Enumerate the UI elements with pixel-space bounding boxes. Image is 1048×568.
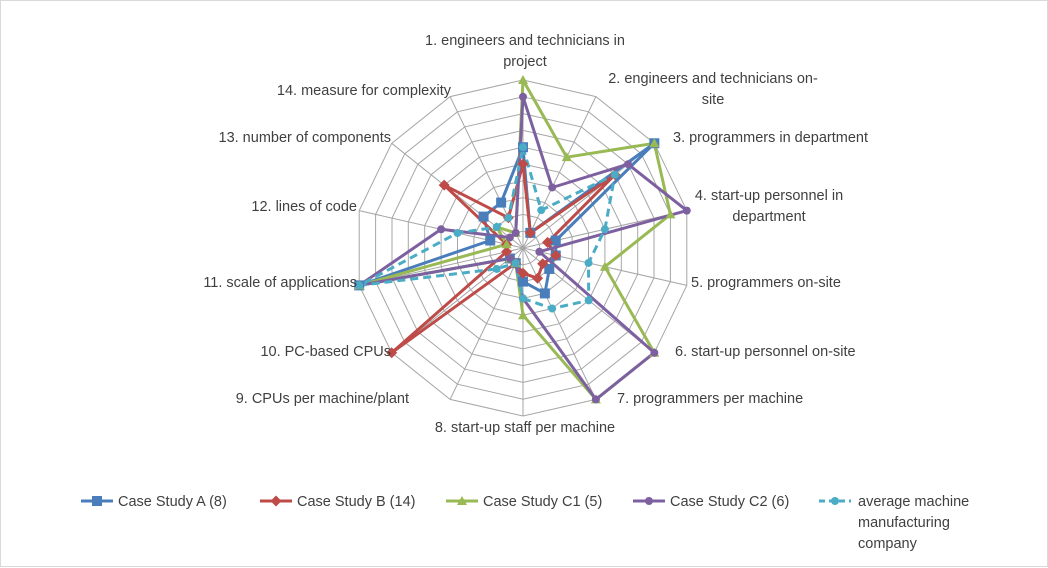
axis-label-4: 4. start-up personnel in department bbox=[695, 188, 843, 225]
grid-spoke bbox=[522, 96, 597, 249]
data-point bbox=[600, 225, 609, 234]
axis-label-9: 9. CPUs per machine/plant bbox=[236, 391, 409, 407]
axis-label-5: 5. programmers on-site bbox=[691, 275, 841, 291]
data-point bbox=[584, 296, 593, 305]
axis-label-14: 14. measure for complexity bbox=[277, 83, 452, 99]
data-point bbox=[492, 264, 501, 273]
legend-label: Case Study C2 (6) bbox=[670, 494, 789, 510]
data-point bbox=[532, 272, 544, 284]
data-point bbox=[599, 261, 610, 271]
legend-label: Case Study C1 (5) bbox=[483, 494, 602, 510]
data-point bbox=[386, 347, 398, 359]
data-point bbox=[511, 228, 520, 237]
data-point bbox=[665, 209, 676, 219]
data-point bbox=[519, 294, 527, 303]
data-point bbox=[355, 281, 364, 290]
data-point bbox=[492, 223, 501, 232]
data-point bbox=[517, 158, 529, 170]
data-point bbox=[584, 258, 593, 267]
axis-label-7: 7. programmers per machine bbox=[617, 391, 803, 407]
data-point bbox=[518, 310, 528, 320]
data-point bbox=[478, 211, 489, 222]
data-point bbox=[437, 225, 446, 234]
data-point bbox=[496, 197, 507, 208]
data-point bbox=[550, 235, 561, 246]
series-markers-3 bbox=[354, 75, 676, 404]
data-point bbox=[453, 229, 462, 238]
data-point bbox=[548, 304, 557, 313]
data-point bbox=[517, 267, 529, 279]
axis-label-2: 2. engineers and technicians on-site bbox=[608, 71, 818, 108]
legend-item-3[interactable]: Case Study C1 (5) bbox=[446, 494, 602, 510]
grid-spoke bbox=[522, 247, 597, 400]
data-point bbox=[518, 75, 528, 84]
data-point bbox=[548, 183, 557, 192]
legend-label: average machine manufacturing company bbox=[858, 494, 969, 552]
axis-label-8: 8. start-up staff per machine bbox=[435, 420, 615, 436]
grid-spoke bbox=[449, 96, 524, 249]
data-point bbox=[624, 160, 633, 169]
data-point bbox=[485, 235, 496, 246]
axis-label-3: 3. programmers in department bbox=[673, 130, 868, 146]
data-point bbox=[539, 288, 550, 299]
axis-label-1: 1. engineers and technicians in project bbox=[425, 33, 625, 70]
data-point bbox=[682, 206, 691, 215]
data-point bbox=[591, 395, 600, 404]
series-line-5 bbox=[357, 145, 617, 310]
data-point bbox=[561, 152, 572, 162]
legend: Case Study A (8) Case Study B (14) Case St… bbox=[81, 494, 969, 552]
data-point bbox=[504, 213, 513, 222]
legend-marker bbox=[92, 496, 102, 506]
axis-labels: 1. engineers and technicians in project2.… bbox=[203, 33, 868, 436]
data-point bbox=[550, 249, 562, 261]
data-point bbox=[535, 247, 544, 256]
data-point bbox=[537, 206, 546, 215]
legend-marker bbox=[831, 497, 839, 505]
data-point bbox=[438, 179, 450, 191]
data-point bbox=[519, 143, 527, 152]
series-line-3 bbox=[357, 78, 672, 401]
data-point bbox=[505, 233, 514, 242]
axis-label-11: 11. scale of applications bbox=[203, 275, 357, 291]
axis-label-13: 13. number of components bbox=[219, 130, 392, 146]
legend-item-5[interactable]: average machine manufacturing company bbox=[819, 494, 969, 552]
data-point bbox=[501, 239, 512, 249]
data-point bbox=[511, 259, 520, 268]
series-markers-5 bbox=[355, 143, 619, 313]
data-point bbox=[610, 170, 619, 179]
legend-marker bbox=[645, 497, 653, 505]
data-point bbox=[649, 138, 660, 148]
data-point bbox=[537, 258, 549, 270]
axis-label-6: 6. start-up personnel on-site bbox=[675, 344, 856, 360]
data-point bbox=[505, 254, 514, 263]
series-markers bbox=[354, 75, 691, 404]
grid-spoke bbox=[449, 247, 524, 400]
legend-label: Case Study A (8) bbox=[118, 494, 227, 510]
axis-label-12: 12. lines of code bbox=[251, 199, 357, 215]
data-point bbox=[524, 227, 536, 239]
data-point bbox=[650, 348, 659, 357]
axis-label-10: 10. PC-based CPUs bbox=[260, 344, 391, 360]
legend-item-2[interactable]: Case Study B (14) bbox=[260, 494, 415, 510]
legend-label: Case Study B (14) bbox=[297, 494, 415, 510]
data-point bbox=[519, 92, 527, 101]
legend-marker bbox=[270, 495, 282, 507]
legend-item-1[interactable]: Case Study A (8) bbox=[81, 494, 227, 510]
data-point bbox=[544, 263, 555, 274]
data-point bbox=[542, 236, 554, 248]
legend-item-4[interactable]: Case Study C2 (6) bbox=[633, 494, 789, 510]
data-point bbox=[518, 276, 528, 287]
legend-marker bbox=[457, 496, 467, 505]
